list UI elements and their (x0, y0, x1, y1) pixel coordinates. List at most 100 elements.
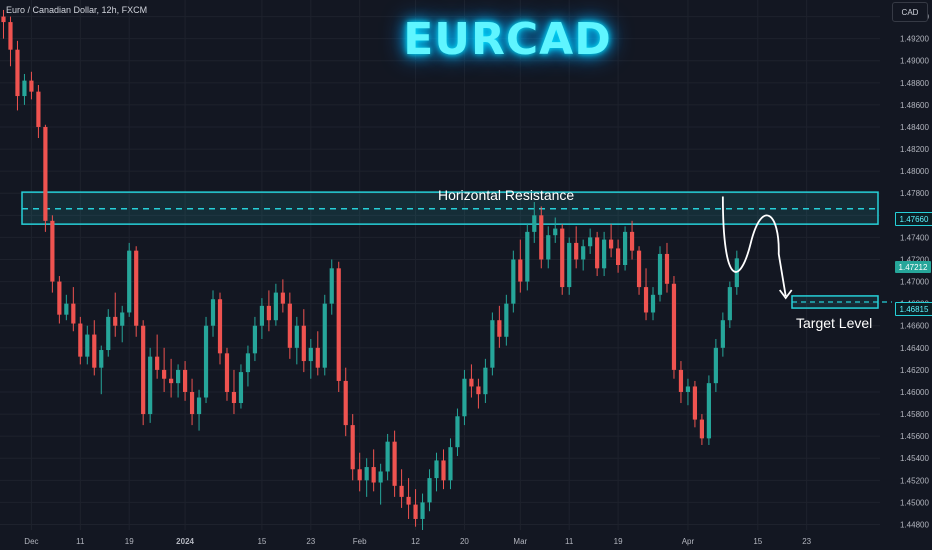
y-tick-label: 1.44800 (900, 520, 929, 529)
candle-body (336, 268, 341, 381)
candle-body (539, 215, 544, 260)
y-tick-label: 1.47400 (900, 233, 929, 242)
candle-body (720, 320, 725, 348)
y-tick-label: 1.47800 (900, 189, 929, 198)
candle-body (148, 356, 153, 415)
x-tick-label: 15 (753, 537, 762, 546)
candle-body (699, 419, 704, 439)
x-tick-label: 12 (411, 537, 420, 546)
target-label: Target Level (796, 315, 873, 331)
x-tick-label: Mar (513, 537, 527, 546)
grid-lines (0, 0, 880, 530)
candle-body (85, 334, 90, 357)
candle-body (50, 220, 55, 282)
candle-body (399, 485, 404, 497)
candle-body (434, 460, 439, 479)
y-tick-label: 1.48800 (900, 79, 929, 88)
candle-body (734, 258, 739, 288)
y-tick-label: 1.46200 (900, 366, 929, 375)
symbol-title: Euro / Canadian Dollar, 12h, FXCM (6, 5, 148, 15)
candle-body (343, 380, 348, 426)
candle-body (64, 303, 69, 315)
candle-body (57, 281, 62, 315)
candles-layer (1, 9, 739, 530)
x-tick-label: 20 (460, 537, 469, 546)
candle-body (182, 369, 188, 392)
candle-body (162, 369, 167, 379)
candle-body (692, 386, 698, 420)
currency-button[interactable]: CAD (892, 2, 928, 22)
y-tick-label: 1.47000 (900, 278, 929, 287)
candle-body (78, 323, 83, 357)
candle-body (371, 467, 376, 483)
candle-body (581, 246, 586, 260)
candle-body (636, 250, 642, 288)
candle-body (448, 447, 453, 481)
x-tick-label: 23 (306, 537, 315, 546)
candle-body (99, 350, 104, 368)
candle-body (259, 305, 264, 326)
candle-body (609, 239, 614, 249)
x-tick-label: 15 (257, 537, 266, 546)
resistance-price-tag: 1.47660 (895, 212, 932, 226)
candle-body (266, 305, 271, 321)
candle-body (280, 292, 285, 304)
candle-body (203, 325, 209, 398)
candle-body (560, 228, 565, 288)
x-tick-label: Dec (24, 537, 38, 546)
candle-body (511, 259, 516, 304)
candle-body (525, 231, 530, 282)
candle-body (671, 283, 677, 370)
candle-body (169, 378, 174, 384)
main-title: EURCAD (403, 14, 612, 65)
candle-body (595, 237, 600, 269)
y-tick-label: 1.48000 (900, 167, 929, 176)
candle-body (294, 325, 299, 348)
candle-body (36, 91, 41, 127)
candle-body (196, 397, 202, 415)
candle-body (504, 303, 509, 337)
y-tick-label: 1.45200 (900, 476, 929, 485)
candle-body (664, 253, 670, 284)
candle-body (455, 416, 460, 448)
candle-body (629, 231, 635, 251)
y-tick-label: 1.48400 (900, 123, 929, 132)
candle-body (120, 312, 125, 326)
candle-body (155, 356, 160, 370)
x-tick-label: 23 (802, 537, 811, 546)
candle-body (273, 292, 278, 321)
candle-body (685, 386, 691, 392)
x-tick-label: 11 (565, 537, 574, 546)
candle-body (1, 16, 6, 23)
candle-body (643, 287, 649, 313)
candle-body (476, 386, 481, 395)
candle-body (602, 239, 607, 269)
candle-body (127, 250, 132, 313)
candle-body (497, 320, 502, 337)
x-tick-label: Feb (353, 537, 367, 546)
candle-body (71, 303, 76, 324)
candle-body (657, 253, 663, 295)
candle-body (287, 303, 292, 348)
candle-body (490, 320, 495, 368)
candle-body (385, 441, 390, 472)
y-tick-label: 1.45600 (900, 432, 929, 441)
candle-body (22, 80, 27, 97)
candle-body (532, 215, 537, 232)
candle-body (238, 372, 244, 404)
x-tick-label: Apr (682, 537, 695, 546)
candle-body (350, 425, 355, 470)
y-tick-label: 1.48200 (900, 145, 929, 154)
candle-body (329, 268, 334, 304)
price-axis[interactable]: 1.494001.492001.490001.488001.486001.484… (900, 13, 929, 530)
candle-body (113, 316, 118, 326)
candle-body (553, 228, 558, 236)
candle-body (483, 367, 488, 395)
x-tick-label: 19 (614, 537, 623, 546)
candle-body (518, 259, 523, 282)
candle-body (189, 391, 195, 415)
candle-body (141, 325, 146, 415)
candle-body (441, 460, 446, 481)
time-axis[interactable]: Dec 11 19 2024 15 23 Feb 12 20 Mar 11 19 Apr 15 23 (24, 537, 811, 546)
